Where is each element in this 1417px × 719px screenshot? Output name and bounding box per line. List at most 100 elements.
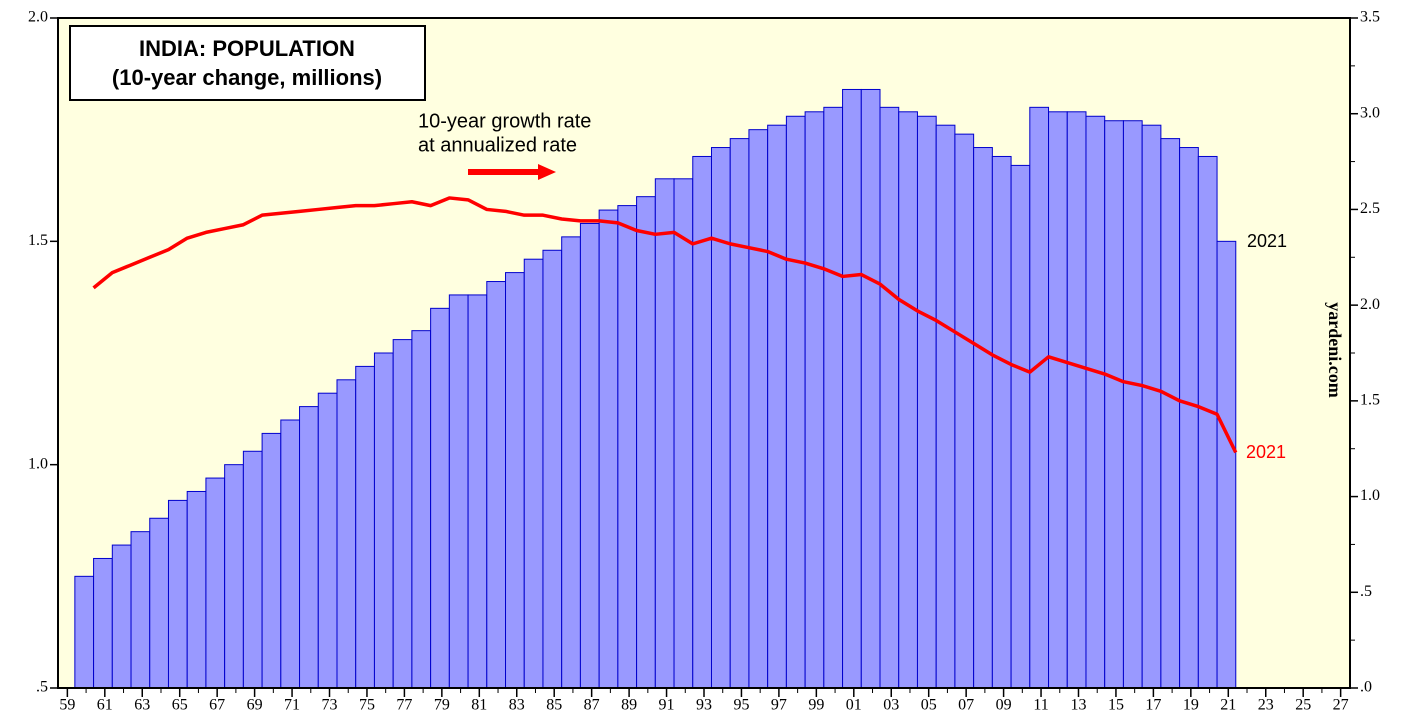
x-tick-label: 89	[621, 697, 637, 714]
x-tick-label: 13	[1070, 697, 1086, 714]
bar	[336, 379, 357, 689]
y2-tick-label: 1.5	[1360, 392, 1380, 409]
bar	[467, 294, 488, 689]
bar	[935, 124, 956, 689]
bar	[242, 450, 263, 689]
bar	[1179, 147, 1199, 689]
bar	[261, 432, 282, 689]
bar	[430, 307, 450, 689]
y-tick-label: 2.0	[28, 9, 48, 26]
bar	[1066, 111, 1087, 689]
bar	[167, 499, 188, 689]
bar	[542, 249, 563, 689]
bar	[523, 258, 544, 689]
bar	[991, 155, 1012, 689]
y2-tick-label: .5	[1360, 583, 1372, 600]
annotation: at annualized rate	[418, 134, 577, 156]
x-tick-label: 61	[97, 697, 113, 714]
y2-tick-label: 3.0	[1360, 104, 1380, 121]
x-tick-label: 87	[584, 697, 600, 714]
bar	[804, 111, 825, 689]
x-tick-label: 09	[996, 697, 1012, 714]
bar	[448, 294, 469, 689]
chart-subtitle: (10-year change, millions)	[112, 65, 382, 90]
y-tick-label: .5	[36, 679, 48, 696]
bar	[149, 517, 169, 689]
x-tick-label: 05	[921, 697, 937, 714]
bar	[879, 106, 900, 689]
x-tick-label: 69	[247, 697, 263, 714]
x-tick-label: 95	[733, 697, 749, 714]
bar	[710, 147, 731, 689]
bar	[1085, 115, 1106, 689]
x-tick-label: 93	[696, 697, 712, 714]
bar	[505, 272, 525, 689]
line	[92, 196, 1238, 454]
y-tick-label: 1.0	[28, 455, 48, 472]
x-tick-label: 23	[1258, 697, 1274, 714]
bar	[1122, 120, 1143, 689]
x-tick-label: 25	[1295, 697, 1311, 714]
bar	[842, 88, 862, 689]
bar	[392, 339, 413, 689]
bar	[1010, 164, 1031, 689]
bar	[74, 575, 95, 689]
x-tick-label: 99	[808, 697, 824, 714]
x-tick-label: 81	[471, 697, 487, 714]
bar	[186, 490, 207, 689]
x-tick-label: 79	[434, 697, 450, 714]
bar	[767, 124, 787, 689]
bar	[860, 88, 881, 689]
annotation: 10-year growth rate	[418, 110, 591, 132]
bar	[317, 392, 338, 689]
bar-end-label: 2021	[1247, 231, 1287, 251]
y-tick-label: 1.5	[28, 232, 48, 249]
x-tick-label: 67	[209, 697, 225, 714]
annotation-arrowhead	[538, 164, 556, 180]
title-box	[69, 25, 426, 101]
bar	[1141, 124, 1162, 689]
y2-tick-label: 2.5	[1360, 200, 1380, 217]
x-tick-label: 15	[1108, 697, 1124, 714]
bar	[598, 209, 619, 689]
x-tick-label: 85	[546, 697, 562, 714]
x-tick-label: 75	[359, 697, 375, 714]
x-tick-label: 73	[322, 697, 338, 714]
bar	[954, 133, 975, 689]
bar	[280, 419, 301, 689]
bar	[973, 147, 993, 689]
bar	[673, 178, 694, 689]
x-tick-label: 97	[771, 697, 787, 714]
x-tick-label: 11	[1033, 697, 1048, 714]
x-tick-label: 63	[134, 697, 150, 714]
y2-tick-label: 2.0	[1360, 296, 1380, 313]
x-tick-label: 65	[172, 697, 188, 714]
x-tick-label: 19	[1183, 697, 1199, 714]
x-tick-label: 59	[59, 697, 75, 714]
bar	[111, 544, 132, 689]
chart-title: INDIA: POPULATION	[139, 36, 355, 61]
x-tick-label: 21	[1220, 697, 1236, 714]
bar	[898, 111, 918, 689]
bar	[1029, 106, 1050, 689]
bar	[130, 531, 151, 689]
x-tick-label: 71	[284, 697, 300, 714]
y2-tick-label: .0	[1360, 679, 1372, 696]
bar	[729, 138, 750, 689]
bar	[823, 106, 844, 689]
bar	[205, 477, 226, 689]
bar	[692, 155, 712, 689]
line-end-label: 2021	[1246, 442, 1286, 462]
y2-tick-label: 1.0	[1360, 487, 1380, 504]
bar	[373, 352, 394, 689]
bar	[1160, 138, 1181, 689]
bar	[916, 115, 937, 689]
bar	[636, 196, 656, 689]
bar	[355, 365, 375, 689]
bar	[299, 406, 319, 689]
bar	[411, 330, 432, 689]
bar	[93, 557, 113, 689]
source-label: yardeni.com	[1325, 302, 1345, 397]
bar	[561, 236, 581, 689]
